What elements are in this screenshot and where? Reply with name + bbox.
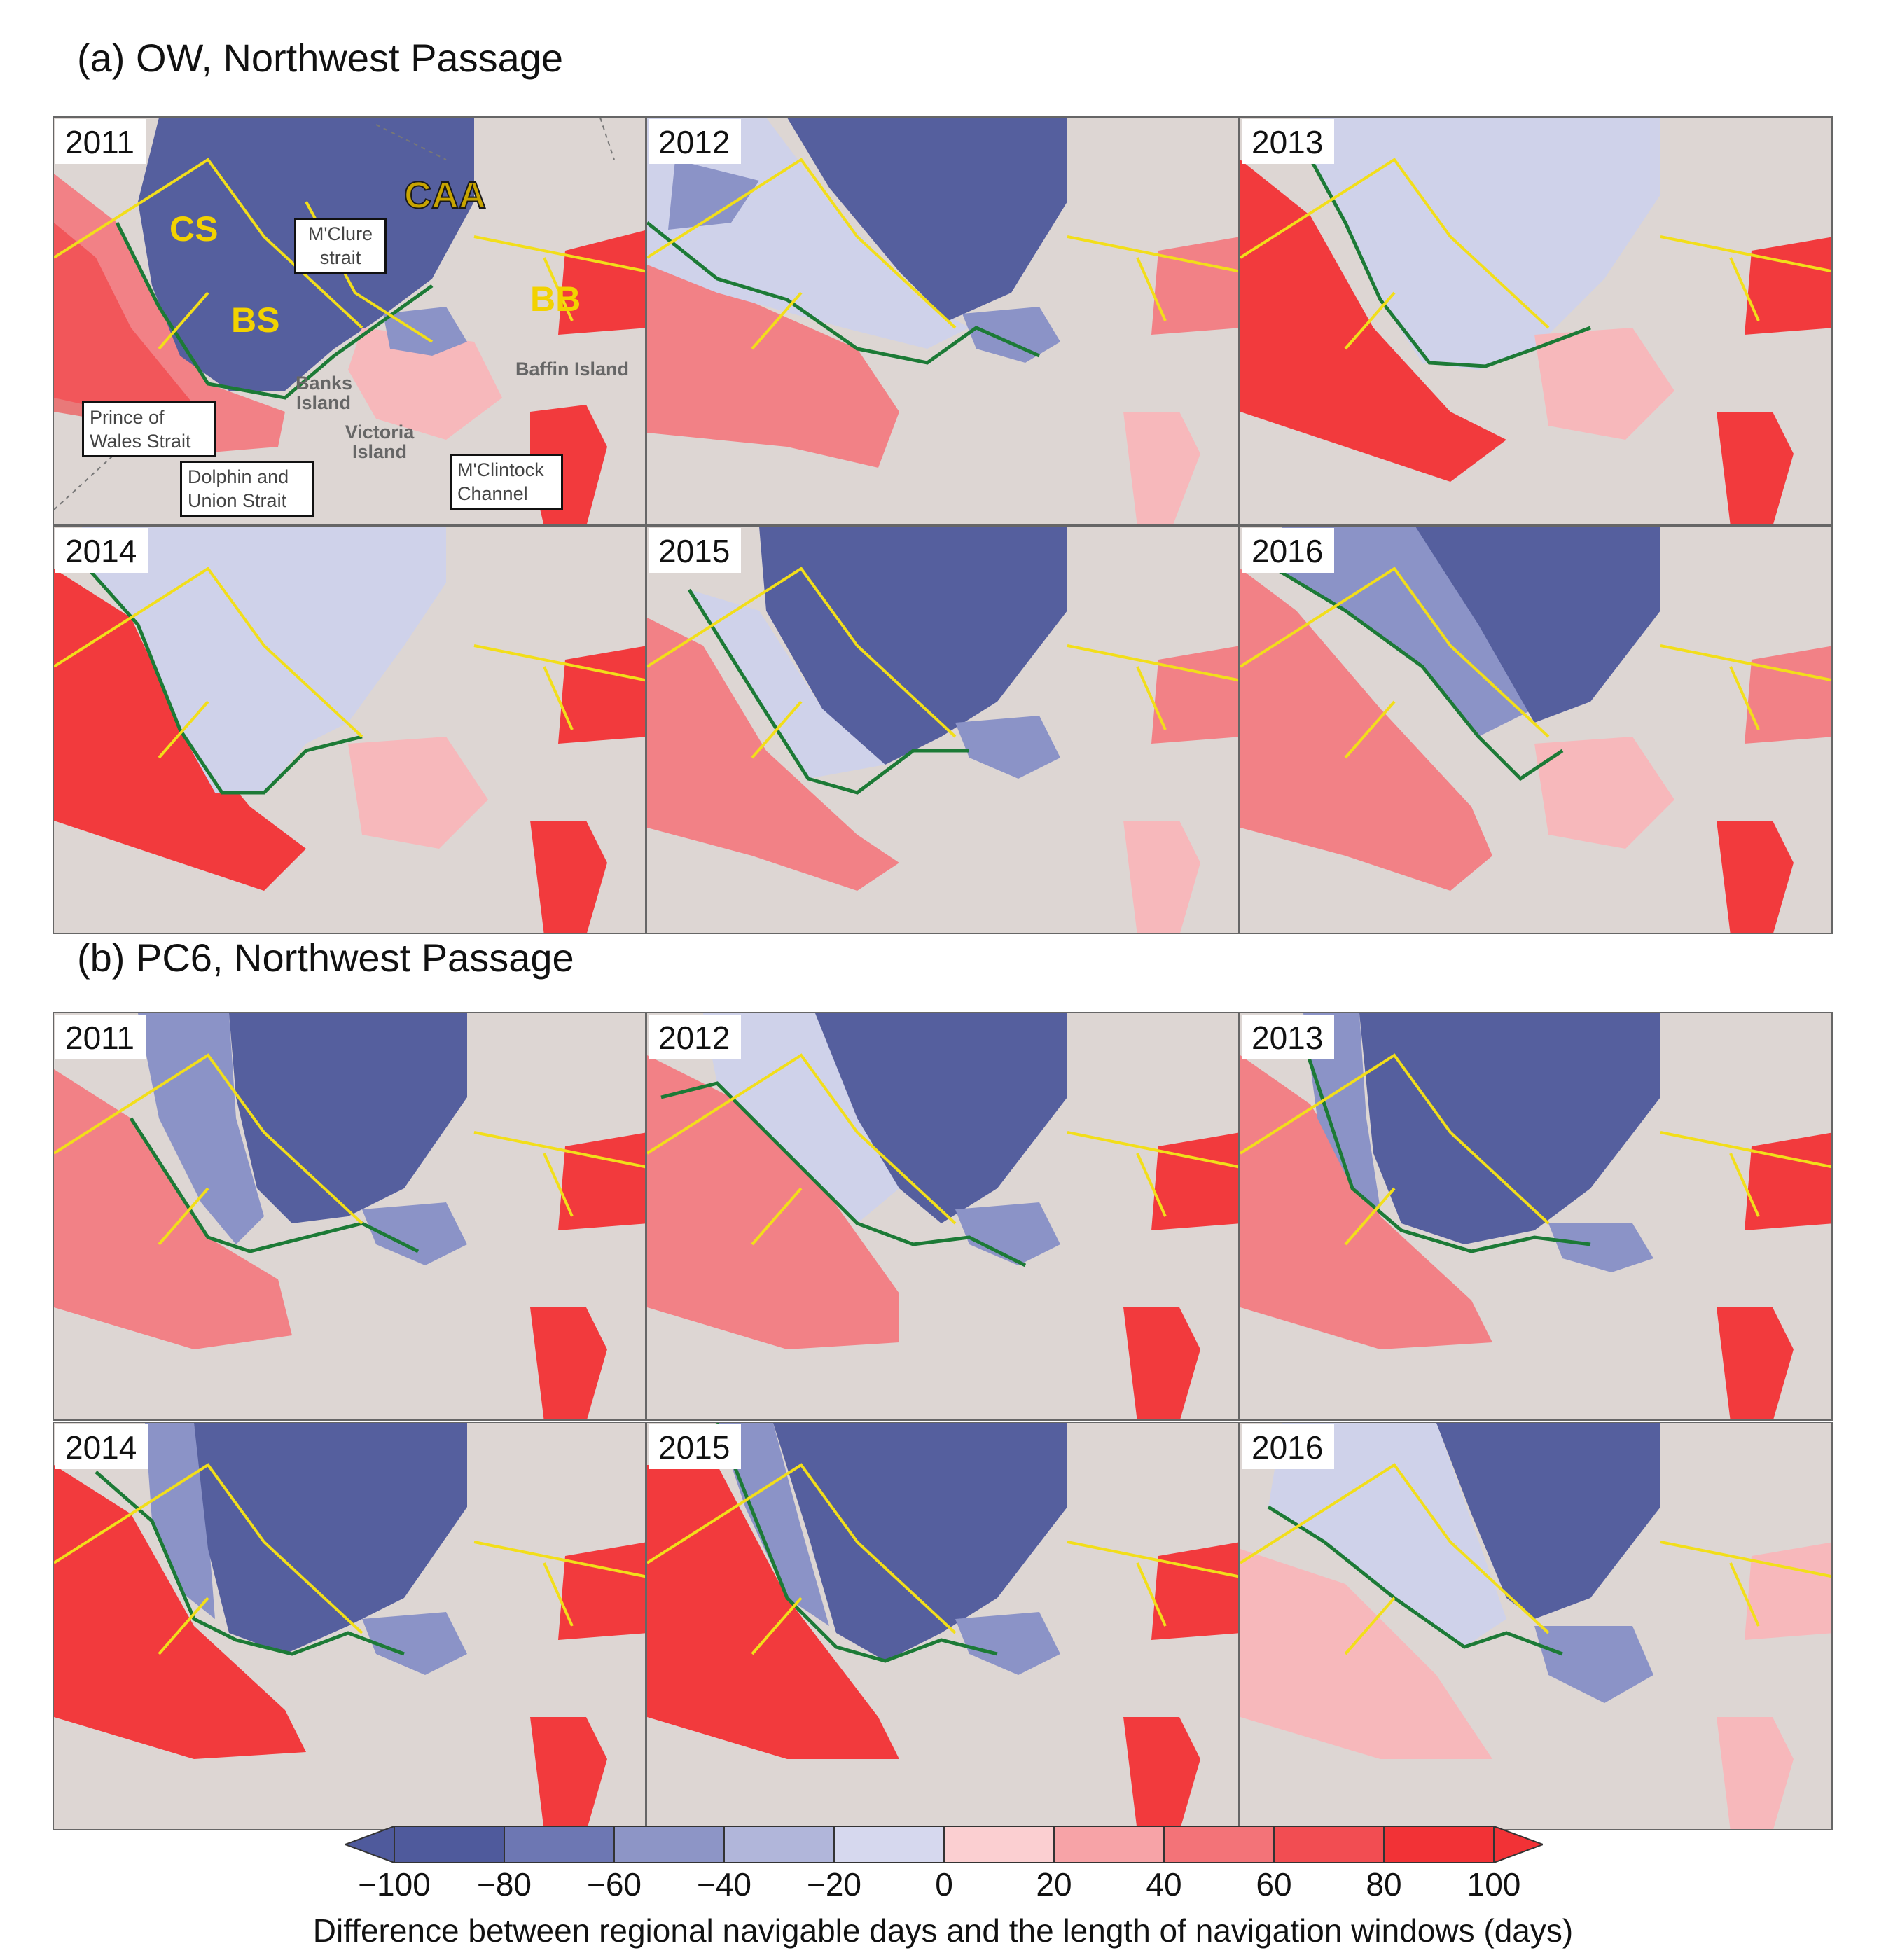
colorbar-tick-label: −60 <box>586 1866 642 1903</box>
panel-b-2011: 2011 <box>53 1012 646 1421</box>
region-bs-label: BS <box>231 300 280 340</box>
year-label: 2012 <box>649 119 742 164</box>
colorbar-segment <box>1053 1826 1165 1863</box>
colorbar-tick-label: −80 <box>476 1866 532 1903</box>
panel-a-2011: 2011 CS BS CAA BB Banks Island Victoria … <box>53 116 646 525</box>
panel-b-2014: 2014 <box>53 1422 646 1830</box>
colorbar-segment <box>1383 1826 1495 1863</box>
colorbar-segment <box>943 1826 1055 1863</box>
map-b-2014 <box>54 1423 645 1829</box>
baffin-island-label: Baffin Island <box>515 359 629 380</box>
colorbar-tick-label: 20 <box>1036 1866 1072 1903</box>
map-a-2015 <box>647 527 1238 933</box>
banks-island-label: Banks Island <box>296 373 353 413</box>
year-label: 2015 <box>649 528 742 573</box>
colorbar-tick-label: 0 <box>935 1866 953 1903</box>
colorbar <box>345 1826 1543 1863</box>
year-label: 2014 <box>55 1424 148 1469</box>
panel-b-2013: 2013 <box>1239 1012 1833 1421</box>
panel-a-2012: 2012 <box>646 116 1240 525</box>
colorbar-segment <box>504 1826 615 1863</box>
year-label: 2016 <box>1242 528 1335 573</box>
colorbar-tick-label: 60 <box>1256 1866 1292 1903</box>
colorbar-extend-low <box>345 1826 395 1863</box>
map-a-2014 <box>54 527 645 933</box>
colorbar-tick-label: −100 <box>358 1866 431 1903</box>
colorbar-segment <box>394 1826 505 1863</box>
map-a-2012 <box>647 118 1238 524</box>
region-caa-label: CAA <box>403 174 487 217</box>
section-a-title: (a) OW, Northwest Passage <box>77 36 564 80</box>
year-label: 2016 <box>1242 1424 1335 1469</box>
year-label: 2011 <box>55 119 146 164</box>
colorbar-segment <box>1273 1826 1385 1863</box>
map-b-2012 <box>647 1013 1238 1419</box>
colorbar-caption: Difference between regional navigable da… <box>312 1912 1574 1949</box>
region-bb-label: BB <box>530 279 581 319</box>
region-cs-label: CS <box>169 209 219 249</box>
panel-a-2015: 2015 <box>646 525 1240 934</box>
year-label: 2014 <box>55 528 148 573</box>
panel-b-2012: 2012 <box>646 1012 1240 1421</box>
colorbar-segment <box>613 1826 725 1863</box>
callout-dolphin-union-strait: Dolphin and Union Strait <box>180 461 314 517</box>
year-label: 2013 <box>1242 119 1335 164</box>
panel-b-2015: 2015 <box>646 1422 1240 1830</box>
map-b-2015 <box>647 1423 1238 1829</box>
map-a-2013 <box>1240 118 1831 524</box>
map-b-2011 <box>54 1013 645 1419</box>
year-label: 2011 <box>55 1015 146 1059</box>
colorbar-segment <box>723 1826 835 1863</box>
callout-mclure-strait: M'Clure strait <box>294 218 387 274</box>
map-a-2016 <box>1240 527 1831 933</box>
colorbar-segment <box>833 1826 945 1863</box>
panel-b-2016: 2016 <box>1239 1422 1833 1830</box>
year-label: 2013 <box>1242 1015 1335 1059</box>
colorbar-extend-high <box>1493 1826 1543 1863</box>
colorbar-tick-label: 100 <box>1466 1866 1521 1903</box>
callout-prince-of-wales-strait: Prince of Wales Strait <box>82 401 216 457</box>
panel-a-2016: 2016 <box>1239 525 1833 934</box>
panel-a-2014: 2014 <box>53 525 646 934</box>
colorbar-segment <box>1163 1826 1275 1863</box>
year-label: 2015 <box>649 1424 742 1469</box>
section-b-title: (b) PC6, Northwest Passage <box>77 936 574 980</box>
colorbar-tick-label: −40 <box>696 1866 752 1903</box>
map-b-2013 <box>1240 1013 1831 1419</box>
victoria-island-label: Victoria Island <box>345 422 415 462</box>
colorbar-tick-label: 40 <box>1146 1866 1182 1903</box>
panel-a-2013: 2013 <box>1239 116 1833 525</box>
colorbar-tick-label: 80 <box>1366 1866 1402 1903</box>
year-label: 2012 <box>649 1015 742 1059</box>
callout-mclintock-channel: M'Clintock Channel <box>450 454 563 510</box>
map-b-2016 <box>1240 1423 1831 1829</box>
colorbar-tick-label: −20 <box>806 1866 862 1903</box>
